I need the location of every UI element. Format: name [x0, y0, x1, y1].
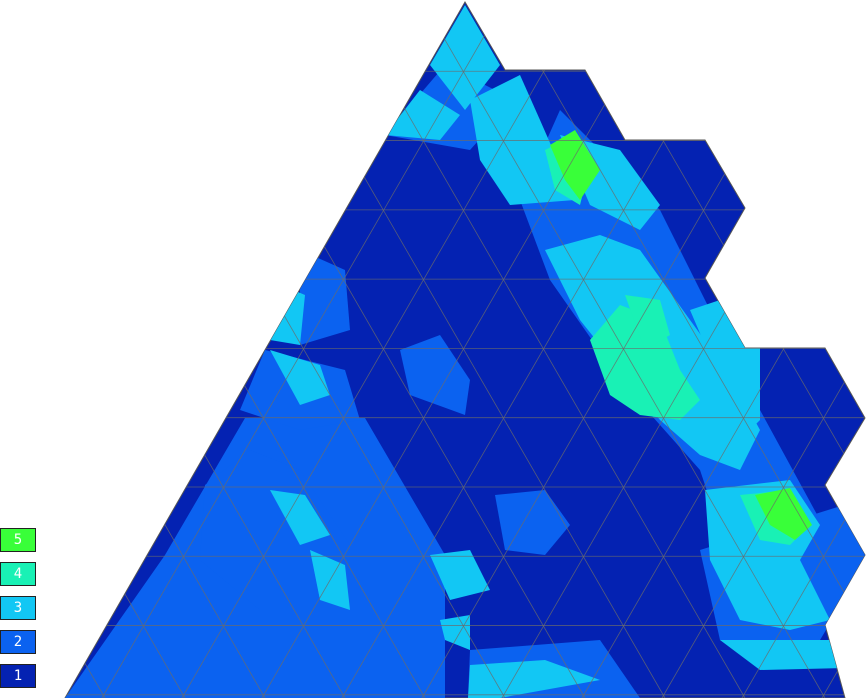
- legend-label: 2: [13, 634, 23, 650]
- region-level-4: [590, 305, 700, 420]
- region-level-3: [270, 350, 330, 405]
- legend-item-level-3: 3: [0, 596, 36, 620]
- region-level-2: [300, 250, 350, 345]
- legend: 5 4 3 2 1: [0, 0, 40, 698]
- legend-item-level-1: 1: [0, 664, 36, 688]
- region-level-4: [625, 295, 670, 350]
- region-level-5: [550, 130, 600, 200]
- region-level-3: [385, 90, 460, 140]
- legend-label: 4: [13, 566, 23, 582]
- region-level-3: [470, 75, 575, 205]
- legend-item-level-4: 4: [0, 562, 36, 586]
- mesh-line: [501, 2, 865, 698]
- mesh-line: [65, 2, 266, 698]
- region-level-3: [468, 660, 600, 698]
- region-level-3: [270, 490, 330, 545]
- legend-item-level-2: 2: [0, 630, 36, 654]
- legend-item-level-5: 5: [0, 528, 36, 552]
- mesh-line: [421, 2, 826, 698]
- region-level-3: [430, 550, 490, 600]
- region-level-2: [400, 335, 470, 415]
- legend-label: 3: [13, 600, 23, 616]
- legend-label: 5: [13, 532, 23, 548]
- region-level-3: [720, 640, 845, 670]
- contour-regions: [65, 5, 865, 698]
- region-level-3: [430, 5, 500, 110]
- region-level-5: [755, 488, 812, 540]
- legend-label: 1: [13, 668, 23, 684]
- mesh-line: [741, 2, 865, 698]
- region-level-2: [200, 450, 350, 610]
- mesh-line: [341, 2, 746, 698]
